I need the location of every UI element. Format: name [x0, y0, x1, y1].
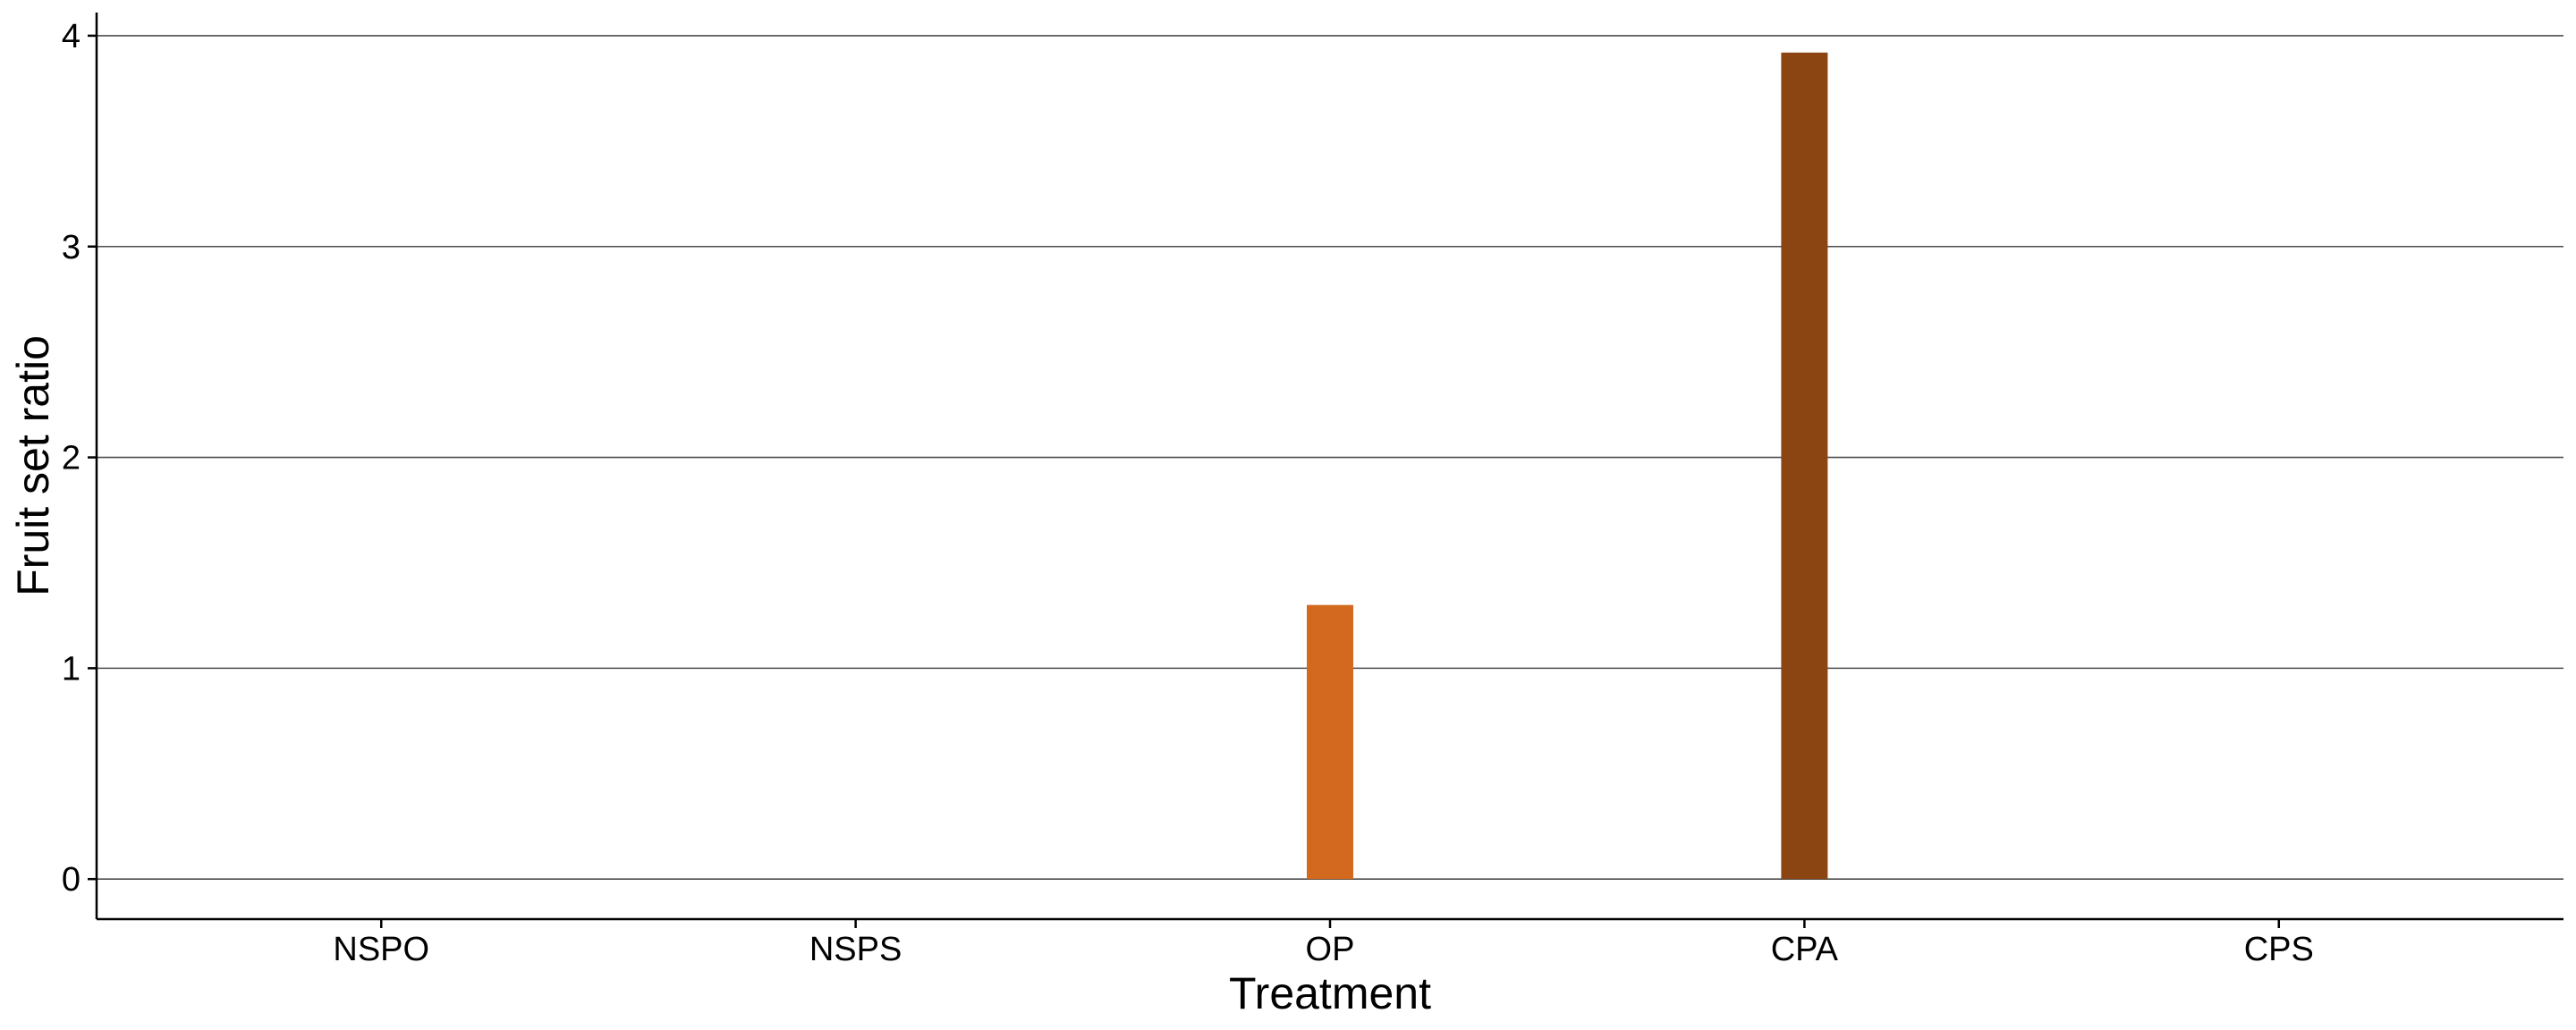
x-axis-title: Treatment: [1229, 968, 1431, 1018]
bars: [1307, 52, 1828, 880]
x-axis-ticks: NSPO NSPS OP CPA CPS: [333, 919, 2314, 968]
y-axis-ticks: 0 1 2 3 4: [62, 18, 97, 899]
x-tick-label-cpa: CPA: [1771, 931, 1839, 968]
x-tick-label-nspo: NSPO: [333, 931, 429, 968]
bar-op: [1307, 604, 1353, 880]
y-tick-label-3: 3: [62, 229, 80, 266]
y-tick-label-4: 4: [62, 18, 80, 55]
y-axis-title: Fruit set ratio: [8, 335, 58, 596]
gridlines: [97, 35, 2563, 880]
y-tick-label-1: 1: [62, 650, 80, 688]
x-tick-label-op: OP: [1306, 931, 1355, 968]
x-tick-label-cps: CPS: [2244, 931, 2314, 968]
y-tick-label-2: 2: [62, 440, 80, 477]
bar-cpa: [1781, 52, 1828, 880]
x-tick-label-nsps: NSPS: [809, 931, 902, 968]
y-tick-label-0: 0: [62, 861, 80, 899]
